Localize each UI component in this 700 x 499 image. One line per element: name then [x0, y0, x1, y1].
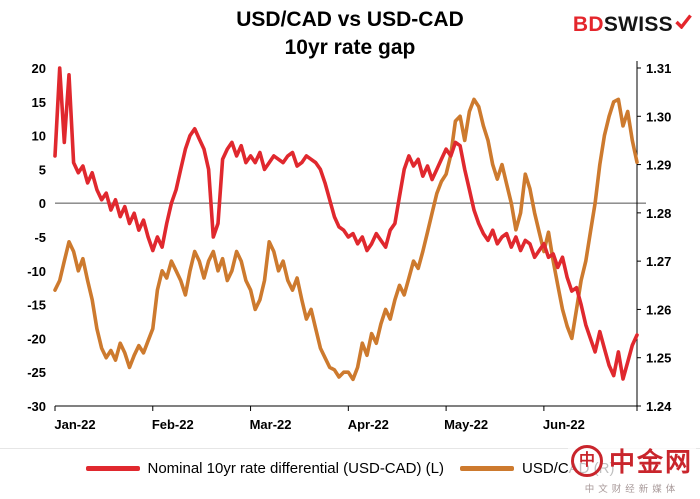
watermark-row: 中 中金网 — [570, 442, 693, 479]
series-usdcad-line — [53, 97, 639, 382]
svg-text:0: 0 — [39, 196, 46, 211]
svg-text:-20: -20 — [27, 331, 46, 346]
x-axis: Jan-22 Feb-22 Mar-22 Apr-22 May-22 Jun-22 — [54, 405, 638, 432]
svg-text:Feb-22: Feb-22 — [152, 417, 194, 432]
zhongjin-logo-icon: 中 — [570, 444, 603, 477]
svg-text:Mar-22: Mar-22 — [250, 417, 292, 432]
bdswiss-logo: BD SWISS — [573, 13, 692, 37]
chart-title: USD/CAD vs USD-CAD 10yr rate gap — [0, 6, 700, 61]
svg-text:10: 10 — [32, 129, 46, 144]
bdswiss-logo-bd: BD — [572, 13, 604, 36]
series-rate-differential-line — [53, 66, 639, 381]
svg-text:1.25: 1.25 — [646, 351, 671, 366]
svg-text:May-22: May-22 — [444, 417, 488, 432]
svg-text:Jun-22: Jun-22 — [543, 417, 585, 432]
svg-text:1.28: 1.28 — [646, 206, 671, 221]
svg-text:Jan-22: Jan-22 — [54, 417, 95, 432]
chart-svg: 1.31 1.30 1.29 1.28 1.27 1.26 1.25 1.24 Jan-22 Fe… — [27, 61, 672, 432]
right-axis: 1.31 1.30 1.29 1.28 1.27 1.26 1.25 1.24 — [636, 61, 672, 414]
svg-text:-25: -25 — [27, 365, 46, 380]
watermark-tagline: 中文财经新媒体 — [584, 484, 680, 495]
svg-text:1.27: 1.27 — [646, 254, 671, 269]
bdswiss-logo-swiss: SWISS — [603, 13, 673, 36]
svg-text:5: 5 — [39, 162, 46, 177]
svg-text:-5: -5 — [34, 230, 46, 245]
svg-text:1.26: 1.26 — [646, 302, 671, 317]
chart-title-line2: 10yr rate gap — [284, 35, 416, 59]
left-axis: 20 15 10 5 0 -5 -10 -15 -20 -25 -30 — [27, 61, 46, 414]
svg-text:1.31: 1.31 — [646, 61, 671, 76]
legend-item-rate-differential: Nominal 10yr rate differential (USD-CAD)… — [85, 460, 444, 477]
svg-text:-30: -30 — [27, 399, 46, 414]
chart-title-line1: USD/CAD vs USD-CAD — [236, 8, 464, 31]
svg-text:1.24: 1.24 — [646, 399, 672, 414]
legend-swatch-rate-differential — [85, 466, 140, 471]
legend-label-rate-differential: Nominal 10yr rate differential (USD-CAD)… — [147, 460, 444, 477]
svg-text:-15: -15 — [27, 298, 46, 313]
svg-text:Apr-22: Apr-22 — [348, 417, 389, 432]
svg-text:20: 20 — [32, 61, 46, 76]
zhongjin-watermark: 中 中金网 中文财经新媒体 — [567, 441, 696, 496]
legend-swatch-usdcad — [459, 466, 514, 471]
watermark-name: 中金网 — [608, 447, 693, 477]
svg-text:1.29: 1.29 — [646, 158, 671, 173]
svg-text:15: 15 — [32, 95, 46, 110]
svg-text:-10: -10 — [27, 264, 46, 279]
svg-text:1.30: 1.30 — [646, 109, 671, 124]
bdswiss-check-icon — [675, 13, 692, 29]
